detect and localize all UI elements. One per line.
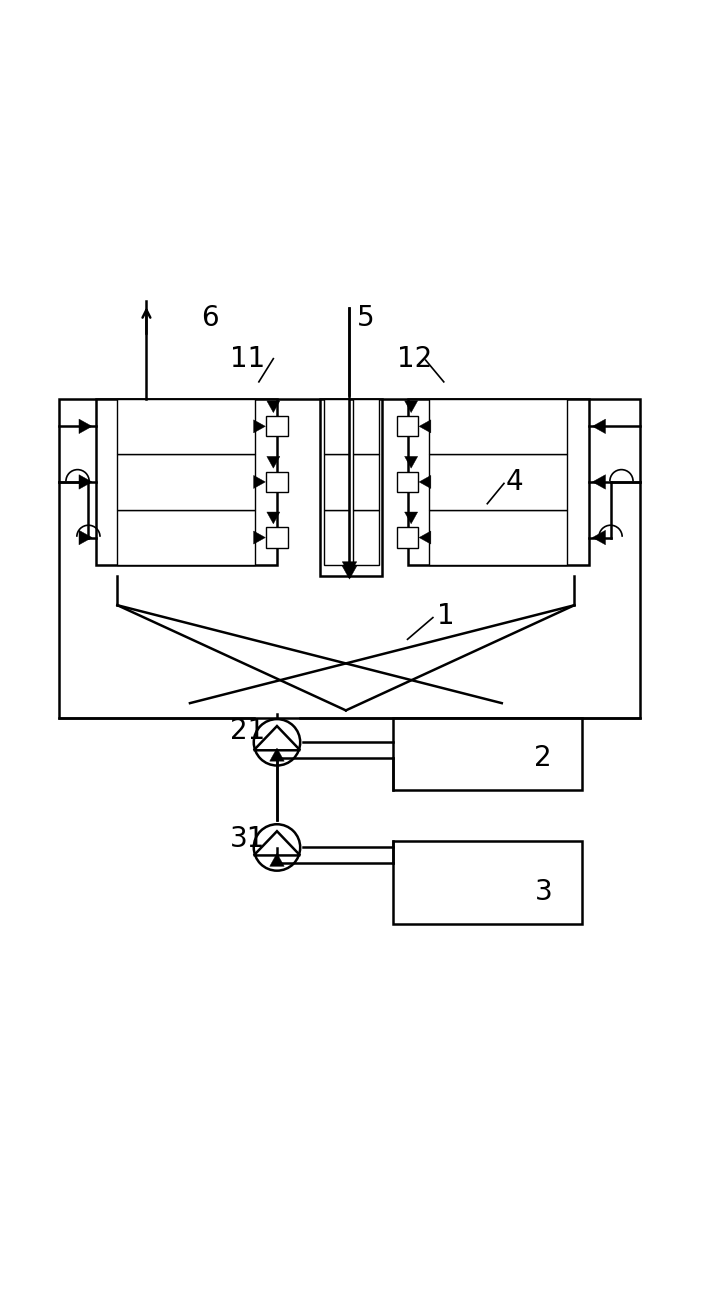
Bar [324,510,349,565]
Polygon shape [342,565,357,579]
Text: 12: 12 [397,345,432,373]
Text: 31: 31 [230,825,265,853]
Polygon shape [253,475,266,488]
Text: 21: 21 [230,718,265,745]
Bar [266,527,288,547]
Polygon shape [593,419,606,433]
Polygon shape [267,512,280,523]
Bar [393,718,582,790]
Bar [320,399,382,576]
Bar [430,454,567,510]
Bar [95,399,277,565]
Polygon shape [405,401,418,412]
Polygon shape [593,475,606,489]
Polygon shape [253,420,266,433]
Polygon shape [419,420,431,433]
Polygon shape [405,512,418,523]
Text: 6: 6 [201,304,218,332]
Bar [266,416,288,437]
Bar [397,527,419,547]
Text: 2: 2 [534,744,552,771]
Polygon shape [269,748,284,761]
Bar [266,472,288,492]
Text: 1: 1 [437,602,454,630]
Bar [117,454,256,510]
Polygon shape [269,853,284,866]
Polygon shape [79,419,92,433]
Bar [353,454,379,510]
Polygon shape [253,531,266,544]
Bar [397,416,419,437]
Bar [430,399,567,454]
Bar [393,841,582,925]
Bar [353,510,379,565]
Text: 4: 4 [505,468,523,496]
Bar [397,472,419,492]
Bar [408,399,589,565]
Bar [353,399,379,454]
Polygon shape [419,475,431,488]
Bar [324,454,349,510]
Polygon shape [405,457,418,468]
Bar [430,510,567,565]
Polygon shape [593,530,606,544]
Polygon shape [267,401,280,412]
Polygon shape [342,562,357,575]
Bar [117,399,256,454]
Text: 5: 5 [357,304,374,332]
Bar [324,399,349,454]
Polygon shape [79,475,92,489]
Polygon shape [79,530,92,544]
Bar [117,510,256,565]
Text: 3: 3 [534,878,552,905]
Polygon shape [267,457,280,468]
Text: 11: 11 [230,345,265,373]
Polygon shape [419,531,431,544]
Bar [60,399,640,718]
